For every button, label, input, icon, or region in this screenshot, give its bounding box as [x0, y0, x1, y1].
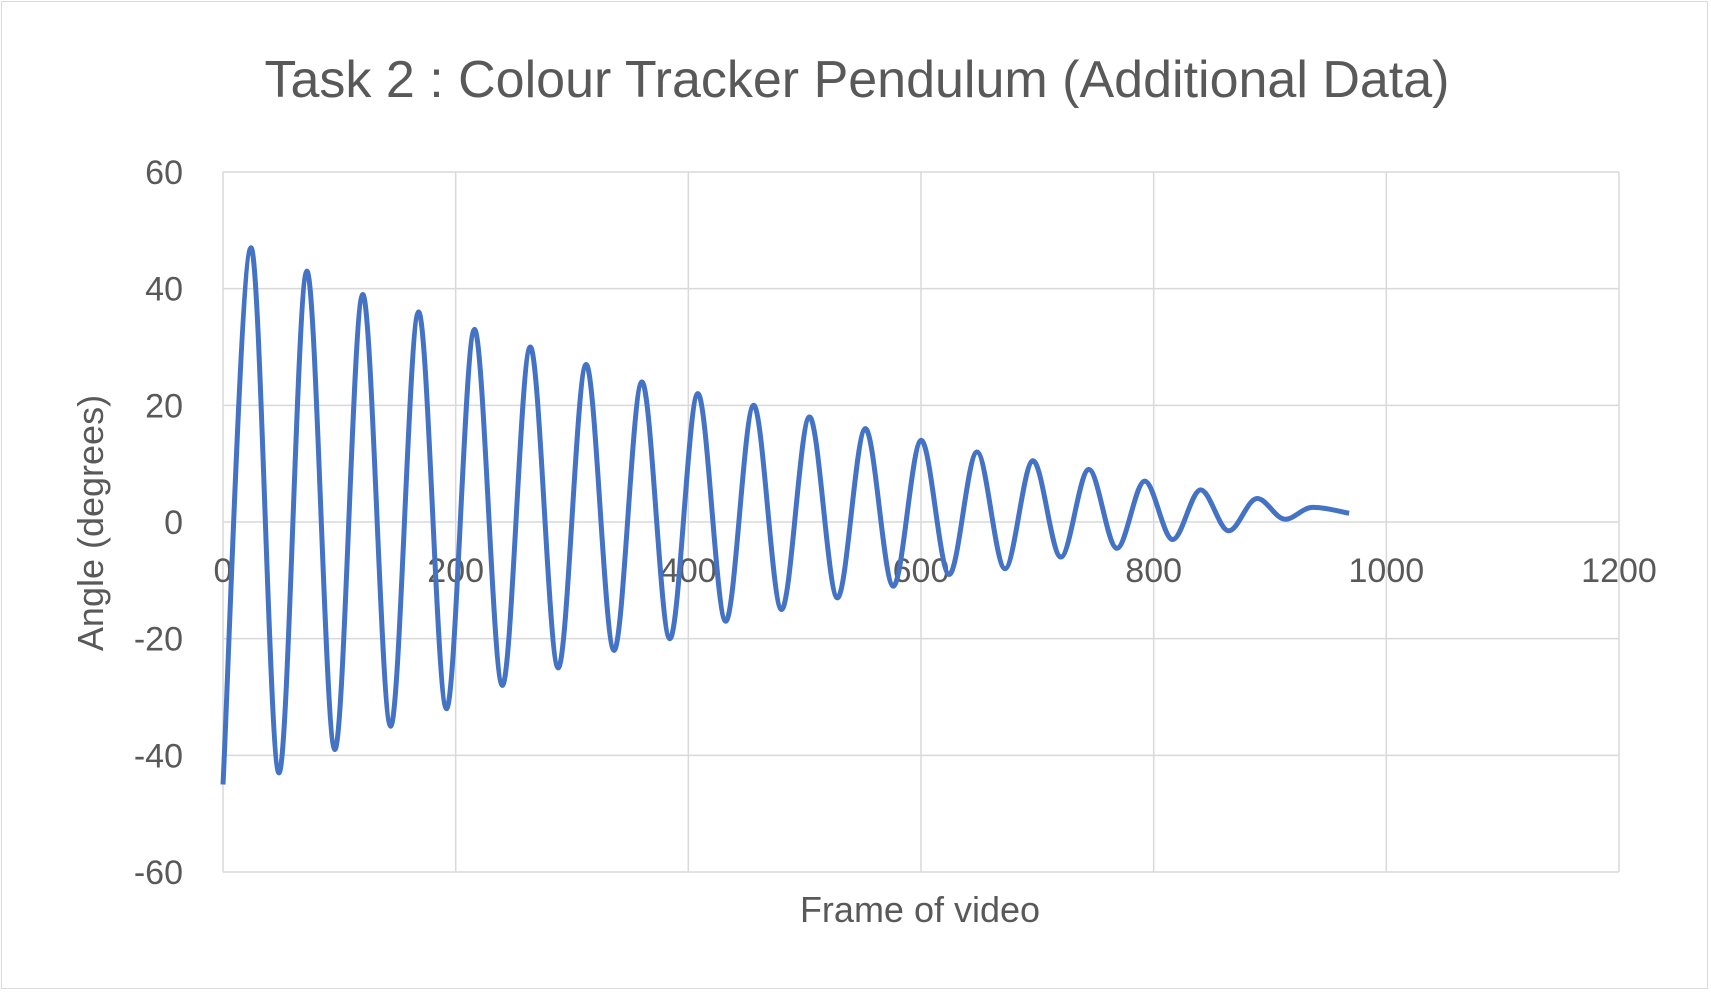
x-axis-title: Frame of video	[800, 889, 1040, 930]
chart-title: Task 2 : Colour Tracker Pendulum (Additi…	[265, 51, 1450, 109]
y-tick-label: -40	[134, 737, 183, 775]
y-tick-label: 20	[145, 387, 183, 425]
x-tick-label: 1000	[1349, 552, 1425, 590]
x-tick-label: 800	[1125, 552, 1182, 590]
y-tick-label: -20	[134, 621, 183, 659]
y-tick-label: 0	[164, 504, 183, 542]
y-axis-title: Angle (degrees)	[70, 395, 111, 651]
y-tick-label: 40	[145, 271, 183, 309]
x-tick-label: 1200	[1581, 552, 1657, 590]
x-tick-label: 0	[214, 552, 233, 590]
y-tick-label: -60	[134, 854, 183, 892]
x-tick-label: 400	[660, 552, 717, 590]
series-line	[220, 245, 1350, 785]
y-tick-label: 60	[145, 154, 183, 192]
